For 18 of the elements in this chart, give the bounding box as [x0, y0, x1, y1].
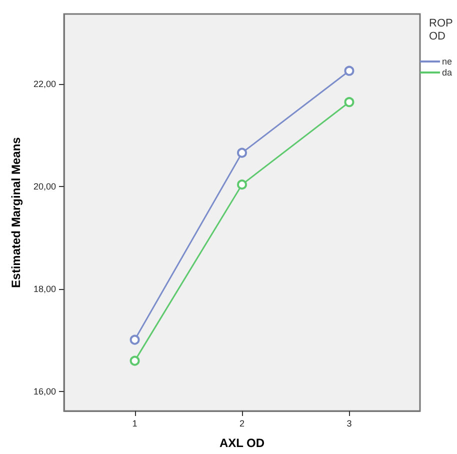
x-tick-label: 1 — [132, 418, 138, 428]
y-tick-label: 22,00 — [33, 79, 56, 90]
x-tick-label: 3 — [346, 418, 352, 428]
point — [130, 334, 140, 345]
legend-label: ne — [442, 56, 452, 66]
legend-title: ROP OD — [429, 18, 456, 42]
point — [344, 97, 354, 108]
x-axis-title: AXL OD — [219, 436, 265, 450]
y-tick-label: 18,00 — [33, 284, 56, 294]
x-tick-label: 2 — [239, 418, 245, 428]
y-tick-label: 16,00 — [33, 386, 56, 397]
y-axis-title: Estimated Marginal Means — [9, 136, 23, 288]
point — [237, 180, 247, 190]
point — [344, 66, 354, 76]
point — [237, 148, 247, 158]
legend-label: da — [442, 68, 452, 78]
point — [130, 356, 140, 366]
y-tick-label: 20,00 — [33, 182, 56, 192]
